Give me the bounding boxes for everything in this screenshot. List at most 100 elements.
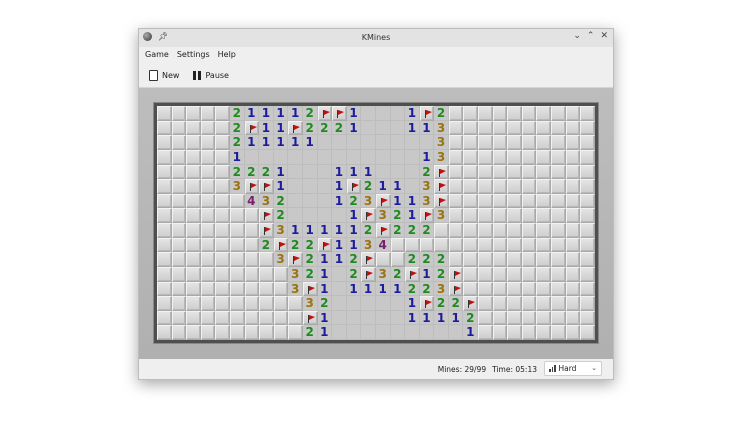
covered-cell[interactable] bbox=[492, 281, 508, 297]
covered-cell[interactable] bbox=[448, 237, 464, 253]
covered-cell[interactable] bbox=[259, 266, 274, 282]
covered-cell[interactable] bbox=[448, 252, 464, 267]
covered-cell[interactable] bbox=[157, 266, 172, 282]
covered-cell[interactable] bbox=[215, 208, 230, 223]
covered-cell[interactable] bbox=[521, 135, 537, 150]
covered-cell[interactable] bbox=[536, 106, 552, 121]
covered-cell[interactable] bbox=[521, 266, 537, 282]
covered-cell[interactable] bbox=[521, 252, 537, 267]
number-cell[interactable]: 3 bbox=[375, 208, 391, 223]
covered-cell[interactable] bbox=[521, 208, 537, 223]
flagged-cell[interactable] bbox=[361, 208, 376, 223]
covered-cell[interactable] bbox=[171, 135, 187, 150]
flagged-cell[interactable] bbox=[332, 106, 347, 121]
covered-cell[interactable] bbox=[507, 179, 522, 194]
covered-cell[interactable] bbox=[521, 193, 537, 209]
covered-cell[interactable] bbox=[390, 237, 406, 253]
covered-cell[interactable] bbox=[565, 223, 581, 238]
covered-cell[interactable] bbox=[478, 208, 493, 223]
revealed-cell[interactable] bbox=[302, 208, 318, 223]
covered-cell[interactable] bbox=[478, 193, 493, 209]
covered-cell[interactable] bbox=[478, 310, 493, 326]
revealed-cell[interactable] bbox=[361, 310, 376, 326]
number-cell[interactable]: 1 bbox=[244, 135, 260, 150]
covered-cell[interactable] bbox=[492, 296, 508, 311]
covered-cell[interactable] bbox=[186, 135, 201, 150]
covered-cell[interactable] bbox=[448, 135, 464, 150]
covered-cell[interactable] bbox=[200, 164, 216, 180]
number-cell[interactable]: 1 bbox=[317, 325, 333, 340]
revealed-cell[interactable] bbox=[259, 149, 274, 165]
covered-cell[interactable] bbox=[478, 135, 493, 150]
flagged-cell[interactable] bbox=[259, 223, 274, 238]
covered-cell[interactable] bbox=[186, 237, 201, 253]
number-cell[interactable]: 3 bbox=[434, 120, 449, 136]
revealed-cell[interactable] bbox=[332, 208, 347, 223]
number-cell[interactable]: 1 bbox=[346, 164, 362, 180]
number-cell[interactable]: 1 bbox=[332, 164, 347, 180]
revealed-cell[interactable] bbox=[405, 149, 420, 165]
covered-cell[interactable] bbox=[565, 296, 581, 311]
number-cell[interactable]: 2 bbox=[390, 223, 406, 238]
covered-cell[interactable] bbox=[171, 281, 187, 297]
number-cell[interactable]: 2 bbox=[405, 252, 420, 267]
number-cell[interactable]: 1 bbox=[405, 120, 420, 136]
covered-cell[interactable] bbox=[521, 120, 537, 136]
covered-cell[interactable] bbox=[215, 310, 230, 326]
covered-cell[interactable] bbox=[580, 208, 595, 223]
covered-cell[interactable] bbox=[565, 208, 581, 223]
number-cell[interactable]: 2 bbox=[302, 266, 318, 282]
covered-cell[interactable] bbox=[565, 281, 581, 297]
covered-cell[interactable] bbox=[215, 120, 230, 136]
covered-cell[interactable] bbox=[171, 164, 187, 180]
covered-cell[interactable] bbox=[521, 106, 537, 121]
menu-help[interactable]: Help bbox=[217, 50, 236, 59]
covered-cell[interactable] bbox=[200, 296, 216, 311]
covered-cell[interactable] bbox=[200, 135, 216, 150]
covered-cell[interactable] bbox=[492, 149, 508, 165]
number-cell[interactable]: 2 bbox=[361, 223, 376, 238]
number-cell[interactable]: 2 bbox=[302, 237, 318, 253]
revealed-cell[interactable] bbox=[375, 135, 391, 150]
number-cell[interactable]: 1 bbox=[419, 266, 435, 282]
number-cell[interactable]: 2 bbox=[434, 296, 449, 311]
covered-cell[interactable] bbox=[536, 120, 552, 136]
covered-cell[interactable] bbox=[186, 120, 201, 136]
covered-cell[interactable] bbox=[521, 325, 537, 340]
number-cell[interactable]: 4 bbox=[244, 193, 260, 209]
covered-cell[interactable] bbox=[186, 252, 201, 267]
covered-cell[interactable] bbox=[229, 237, 245, 253]
flagged-cell[interactable] bbox=[419, 208, 435, 223]
covered-cell[interactable] bbox=[273, 266, 289, 282]
revealed-cell[interactable] bbox=[390, 120, 406, 136]
covered-cell[interactable] bbox=[463, 252, 479, 267]
number-cell[interactable]: 1 bbox=[273, 120, 289, 136]
revealed-cell[interactable] bbox=[332, 149, 347, 165]
covered-cell[interactable] bbox=[580, 296, 595, 311]
covered-cell[interactable] bbox=[157, 106, 172, 121]
revealed-cell[interactable] bbox=[361, 296, 376, 311]
covered-cell[interactable] bbox=[580, 223, 595, 238]
covered-cell[interactable] bbox=[551, 325, 566, 340]
covered-cell[interactable] bbox=[492, 193, 508, 209]
covered-cell[interactable] bbox=[580, 164, 595, 180]
covered-cell[interactable] bbox=[375, 252, 391, 267]
number-cell[interactable]: 2 bbox=[302, 106, 318, 121]
revealed-cell[interactable] bbox=[346, 325, 362, 340]
number-cell[interactable]: 1 bbox=[361, 164, 376, 180]
covered-cell[interactable] bbox=[536, 325, 552, 340]
covered-cell[interactable] bbox=[551, 237, 566, 253]
covered-cell[interactable] bbox=[580, 149, 595, 165]
revealed-cell[interactable] bbox=[332, 281, 347, 297]
number-cell[interactable]: 1 bbox=[332, 237, 347, 253]
revealed-cell[interactable] bbox=[302, 193, 318, 209]
flagged-cell[interactable] bbox=[434, 193, 449, 209]
covered-cell[interactable] bbox=[521, 179, 537, 194]
covered-cell[interactable] bbox=[507, 223, 522, 238]
number-cell[interactable]: 1 bbox=[346, 237, 362, 253]
flagged-cell[interactable] bbox=[273, 237, 289, 253]
covered-cell[interactable] bbox=[478, 252, 493, 267]
revealed-cell[interactable] bbox=[390, 106, 406, 121]
covered-cell[interactable] bbox=[200, 281, 216, 297]
covered-cell[interactable] bbox=[244, 252, 260, 267]
